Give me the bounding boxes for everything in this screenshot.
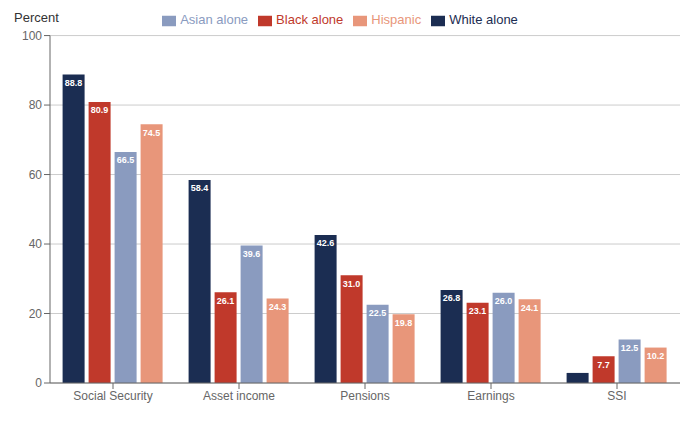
- svg-text:22.5: 22.5: [369, 308, 387, 318]
- svg-text:80.9: 80.9: [91, 105, 109, 115]
- svg-text:100: 100: [22, 29, 42, 43]
- svg-text:31.0: 31.0: [343, 279, 361, 289]
- svg-text:66.5: 66.5: [117, 155, 135, 165]
- svg-text:26.1: 26.1: [217, 296, 235, 306]
- svg-text:Earnings: Earnings: [467, 389, 514, 403]
- svg-text:24.3: 24.3: [269, 302, 287, 312]
- svg-text:Pensions: Pensions: [340, 389, 389, 403]
- svg-text:40: 40: [29, 237, 43, 251]
- svg-text:Asset income: Asset income: [203, 389, 275, 403]
- svg-text:74.5: 74.5: [143, 128, 161, 138]
- svg-text:Social Security: Social Security: [73, 389, 152, 403]
- svg-text:7.7: 7.7: [597, 360, 610, 370]
- svg-text:26.0: 26.0: [495, 296, 513, 306]
- svg-text:24.1: 24.1: [521, 303, 539, 313]
- svg-text:12.5: 12.5: [621, 343, 639, 353]
- html-text:Hispanic: Hispanic: [371, 12, 422, 27]
- svg-text:39.6: 39.6: [243, 249, 261, 259]
- svg-text:80: 80: [29, 98, 43, 112]
- svg-text:26.8: 26.8: [443, 293, 461, 303]
- svg-text:19.8: 19.8: [395, 318, 413, 328]
- svg-text:58.4: 58.4: [191, 183, 209, 193]
- svg-text:20: 20: [29, 307, 43, 321]
- html-text:Percent: Percent: [14, 10, 59, 25]
- svg-text:10.2: 10.2: [647, 351, 665, 361]
- svg-text:88.8: 88.8: [65, 78, 83, 88]
- svg-text:23.1: 23.1: [469, 306, 487, 316]
- svg-text:60: 60: [29, 168, 43, 182]
- svg-text:SSI: SSI: [607, 389, 626, 403]
- svg-text:42.6: 42.6: [317, 238, 335, 248]
- html-text:Asian alone: Asian alone: [180, 12, 249, 27]
- html-text:White alone: White alone: [449, 12, 518, 27]
- html-text:Black alone: Black alone: [276, 12, 344, 27]
- svg-text:0: 0: [35, 376, 42, 390]
